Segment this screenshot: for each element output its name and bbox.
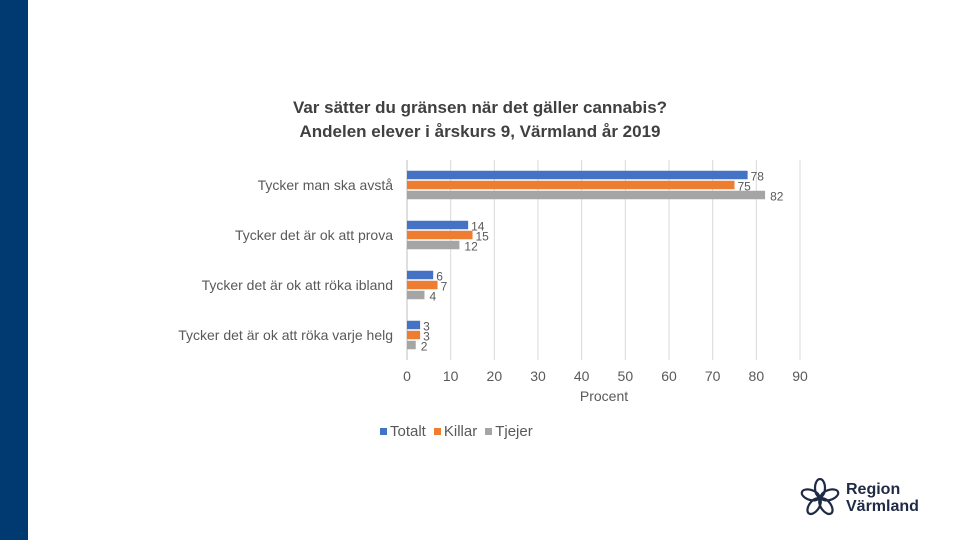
flower-logo-icon [800, 477, 840, 515]
legend-swatch-totalt [380, 428, 387, 435]
x-tick-label-80: 80 [749, 368, 765, 384]
bar-killar-3 [407, 330, 421, 340]
data-label-totalt-2: 6 [436, 269, 443, 283]
logo-line-2: Värmland [846, 497, 919, 515]
category-label-3: Tycker det är ok att röka varje helg [178, 327, 393, 343]
data-label-tjejer-3: 2 [421, 339, 428, 353]
data-label-totalt-1: 14 [471, 219, 485, 233]
bar-totalt-0 [407, 170, 748, 180]
x-tick-label-70: 70 [705, 368, 721, 384]
x-tick-label-0: 0 [403, 368, 411, 384]
data-label-killar-1: 15 [476, 229, 490, 243]
chart-legend: Totalt Killar Tjejer [380, 423, 590, 440]
bar-tjejer-0 [407, 190, 766, 200]
logo-text: Region Värmland [846, 481, 919, 515]
logo-line-1: Region [846, 480, 901, 498]
legend-swatch-tjejer [485, 428, 493, 435]
side-accent-bar [0, 0, 28, 540]
bar-totalt-3 [407, 320, 421, 330]
region-varmland-logo: Region Värmland [800, 475, 950, 520]
data-label-totalt-0: 78 [751, 169, 765, 183]
x-tick-label-10: 10 [443, 368, 459, 384]
bar-tjejer-3 [407, 340, 416, 350]
legend-item-tjejer: Tjejer [485, 423, 533, 440]
bar-totalt-2 [407, 270, 434, 280]
legend-label-tjejer: Tjejer [495, 423, 533, 440]
data-label-killar-2: 7 [441, 279, 448, 293]
legend-label-killar: Killar [443, 423, 478, 440]
legend-label-totalt: Totalt [390, 423, 426, 440]
legend-swatch-killar [433, 428, 441, 435]
x-tick-label-30: 30 [530, 368, 546, 384]
x-axis-title: Procent [580, 388, 628, 404]
bar-killar-1 [407, 230, 473, 240]
bar-tjejer-1 [407, 240, 460, 250]
chart-title-block: Var sätter du gränsen när det gäller can… [180, 96, 780, 144]
bar-totalt-1 [407, 220, 469, 230]
x-tick-label-40: 40 [574, 368, 590, 384]
data-label-tjejer-0: 82 [770, 189, 784, 203]
legend-item-killar: Killar [433, 423, 478, 440]
data-label-killar-0: 75 [738, 179, 752, 193]
x-tick-label-50: 50 [618, 368, 634, 384]
legend-item-totalt: Totalt [380, 423, 426, 440]
category-label-0: Tycker man ska avstå [258, 177, 394, 193]
data-label-tjejer-1: 12 [464, 239, 478, 253]
x-tick-label-20: 20 [487, 368, 503, 384]
chart-title: Var sätter du gränsen när det gäller can… [292, 98, 668, 117]
bar-killar-0 [407, 180, 735, 190]
bar-tjejer-2 [407, 290, 425, 300]
category-label-1: Tycker det är ok att prova [235, 227, 393, 243]
x-tick-label-60: 60 [661, 368, 677, 384]
data-label-killar-3: 3 [423, 329, 430, 343]
chart-subtitle: Andelen elever i årskurs 9, Värmland år … [299, 122, 661, 141]
bar-killar-2 [407, 280, 438, 290]
data-label-totalt-3: 3 [423, 319, 430, 333]
category-label-2: Tycker det är ok att röka ibland [202, 277, 393, 293]
x-tick-label-90: 90 [792, 368, 808, 384]
data-label-tjejer-2: 4 [429, 289, 436, 303]
